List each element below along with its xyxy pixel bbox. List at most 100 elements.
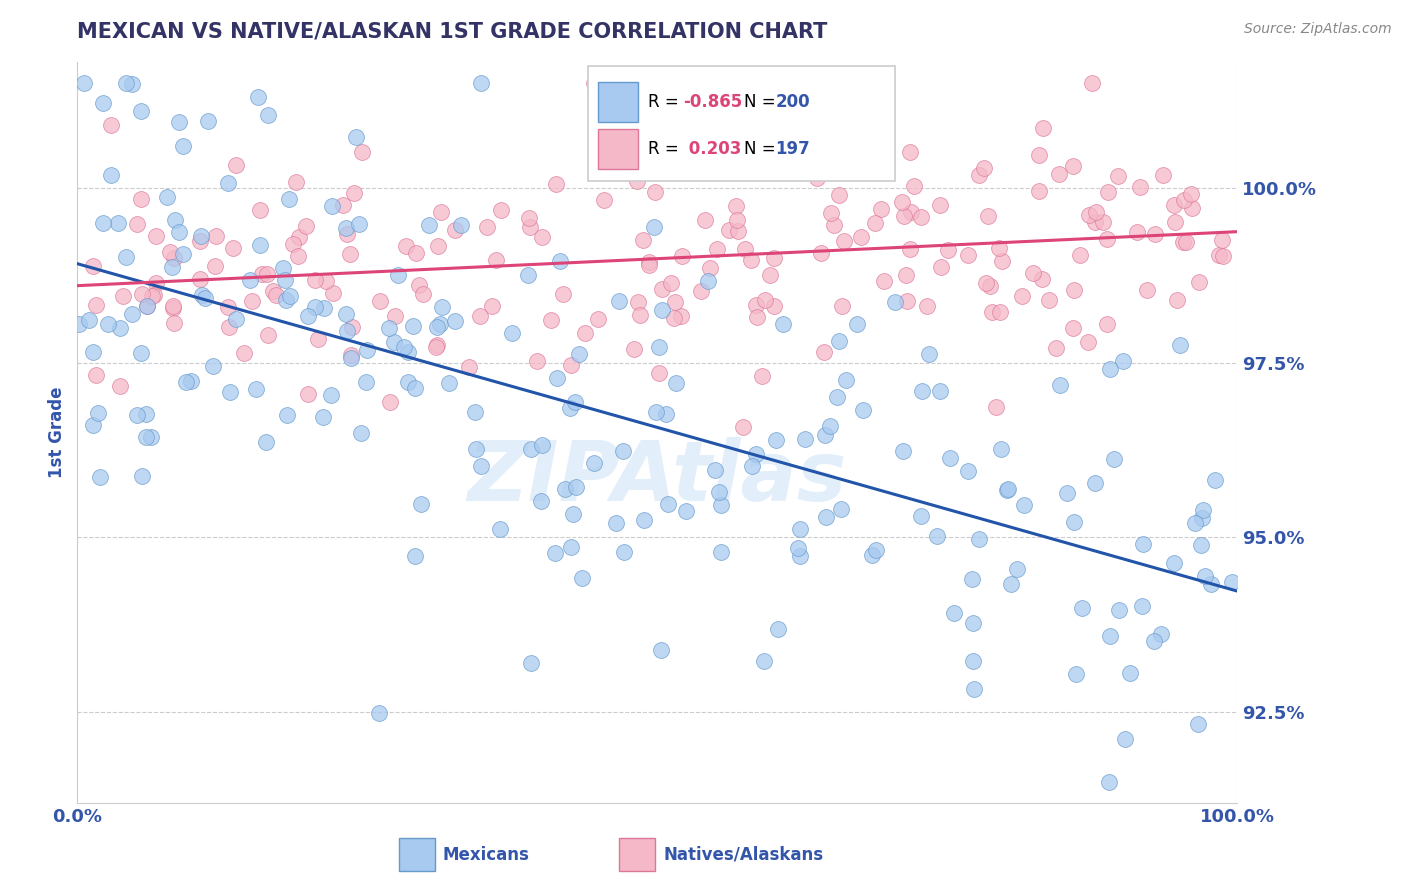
Point	[384, 309, 406, 323]
Point	[312, 410, 335, 425]
Point	[240, 293, 263, 308]
Point	[121, 307, 143, 321]
Point	[340, 320, 363, 334]
Point	[430, 204, 453, 219]
Point	[645, 405, 668, 419]
Point	[865, 543, 887, 558]
Point	[918, 347, 941, 361]
Text: -0.865: -0.865	[683, 93, 742, 111]
Point	[319, 387, 342, 401]
Point	[995, 483, 1018, 497]
Point	[765, 433, 787, 447]
Point	[339, 246, 361, 260]
Point	[623, 343, 645, 357]
Point	[738, 156, 761, 170]
Point	[501, 326, 523, 341]
Point	[706, 242, 728, 256]
Text: Source: ZipAtlas.com: Source: ZipAtlas.com	[1244, 22, 1392, 37]
Point	[863, 216, 886, 230]
Point	[911, 384, 934, 399]
Point	[827, 187, 849, 202]
Point	[754, 293, 776, 307]
Point	[1081, 76, 1104, 90]
Point	[82, 259, 104, 273]
Point	[108, 321, 131, 335]
Point	[551, 287, 574, 301]
Point	[1107, 169, 1129, 183]
Point	[250, 267, 273, 281]
Point	[891, 195, 914, 210]
Point	[129, 103, 152, 118]
Y-axis label: 1st Grade: 1st Grade	[48, 387, 66, 478]
Point	[1194, 568, 1216, 582]
Point	[172, 247, 194, 261]
Point	[468, 309, 491, 323]
Point	[1084, 214, 1107, 228]
Point	[560, 359, 582, 373]
Point	[368, 293, 391, 308]
Point	[1187, 275, 1209, 289]
Point	[650, 643, 672, 657]
Point	[1108, 603, 1130, 617]
Point	[249, 238, 271, 252]
Point	[73, 76, 96, 90]
Point	[464, 405, 486, 419]
Text: 0.203: 0.203	[683, 140, 741, 158]
Point	[530, 230, 553, 244]
Point	[638, 258, 661, 272]
Point	[425, 340, 447, 354]
Point	[571, 571, 593, 585]
Point	[1143, 227, 1166, 241]
Point	[693, 213, 716, 227]
Point	[1164, 215, 1187, 229]
Point	[489, 522, 512, 536]
Point	[321, 199, 343, 213]
FancyBboxPatch shape	[619, 838, 655, 871]
Point	[613, 545, 636, 559]
Point	[402, 318, 425, 333]
Point	[517, 268, 540, 282]
Point	[607, 294, 630, 309]
Point	[233, 346, 256, 360]
Point	[367, 706, 389, 721]
Point	[717, 223, 740, 237]
Point	[740, 459, 762, 474]
Point	[931, 260, 953, 275]
Point	[990, 442, 1012, 456]
Point	[145, 228, 167, 243]
Point	[638, 255, 661, 269]
Point	[655, 407, 678, 421]
Point	[664, 310, 686, 325]
Point	[432, 300, 454, 314]
Point	[1028, 148, 1050, 162]
Point	[256, 108, 278, 122]
Point	[350, 145, 373, 159]
Point	[1007, 561, 1029, 575]
Point	[1163, 198, 1185, 212]
Point	[396, 345, 419, 359]
Point	[225, 159, 247, 173]
Point	[681, 162, 703, 177]
Point	[1171, 235, 1194, 249]
Point	[810, 246, 832, 260]
Point	[222, 241, 245, 255]
Point	[1064, 667, 1087, 681]
Point	[304, 273, 326, 287]
Text: 197: 197	[776, 140, 810, 158]
Point	[247, 90, 270, 104]
Point	[1220, 574, 1243, 589]
Point	[465, 442, 488, 457]
Point	[1095, 232, 1118, 246]
Point	[659, 276, 682, 290]
Point	[1056, 486, 1078, 500]
Point	[437, 376, 460, 390]
Point	[997, 482, 1019, 496]
Point	[167, 115, 190, 129]
Point	[163, 251, 186, 265]
Point	[852, 403, 875, 417]
Point	[218, 320, 240, 334]
Point	[86, 406, 108, 420]
Point	[276, 408, 298, 422]
Point	[79, 313, 101, 327]
Point	[180, 374, 202, 388]
